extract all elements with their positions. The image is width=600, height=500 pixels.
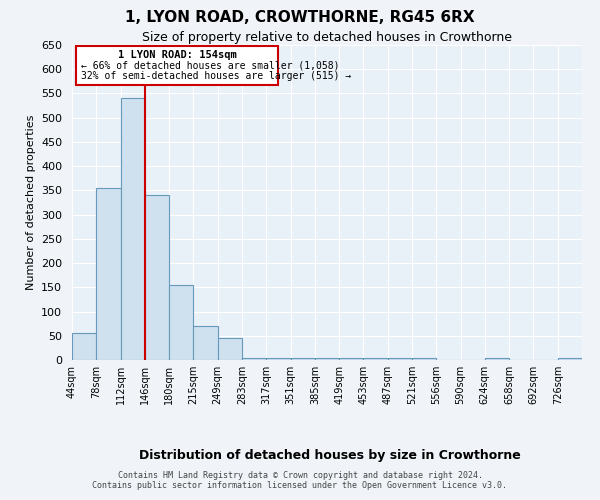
Text: Distribution of detached houses by size in Crowthorne: Distribution of detached houses by size … [139,448,521,462]
Text: 1 LYON ROAD: 154sqm: 1 LYON ROAD: 154sqm [118,50,236,59]
Bar [364,358,388,360]
Bar [193,326,218,360]
Bar [169,285,193,360]
Bar [242,358,266,360]
Text: 32% of semi-detached houses are larger (515) →: 32% of semi-detached houses are larger (… [81,70,351,81]
Bar [412,358,436,360]
Text: ← 66% of detached houses are smaller (1,058): ← 66% of detached houses are smaller (1,… [81,60,339,70]
Bar [315,358,339,360]
Bar [290,358,315,360]
Bar [266,358,290,360]
Bar [121,98,145,360]
Bar [339,358,364,360]
Bar [145,195,169,360]
Y-axis label: Number of detached properties: Number of detached properties [26,115,35,290]
FancyBboxPatch shape [76,46,278,84]
Text: Contains HM Land Registry data © Crown copyright and database right 2024.
Contai: Contains HM Land Registry data © Crown c… [92,470,508,490]
Bar [218,338,242,360]
Bar [96,188,121,360]
Bar [72,334,96,360]
Title: Size of property relative to detached houses in Crowthorne: Size of property relative to detached ho… [142,31,512,44]
Bar [558,358,582,360]
Text: 1, LYON ROAD, CROWTHORNE, RG45 6RX: 1, LYON ROAD, CROWTHORNE, RG45 6RX [125,10,475,25]
Bar [485,358,509,360]
Bar [388,358,412,360]
